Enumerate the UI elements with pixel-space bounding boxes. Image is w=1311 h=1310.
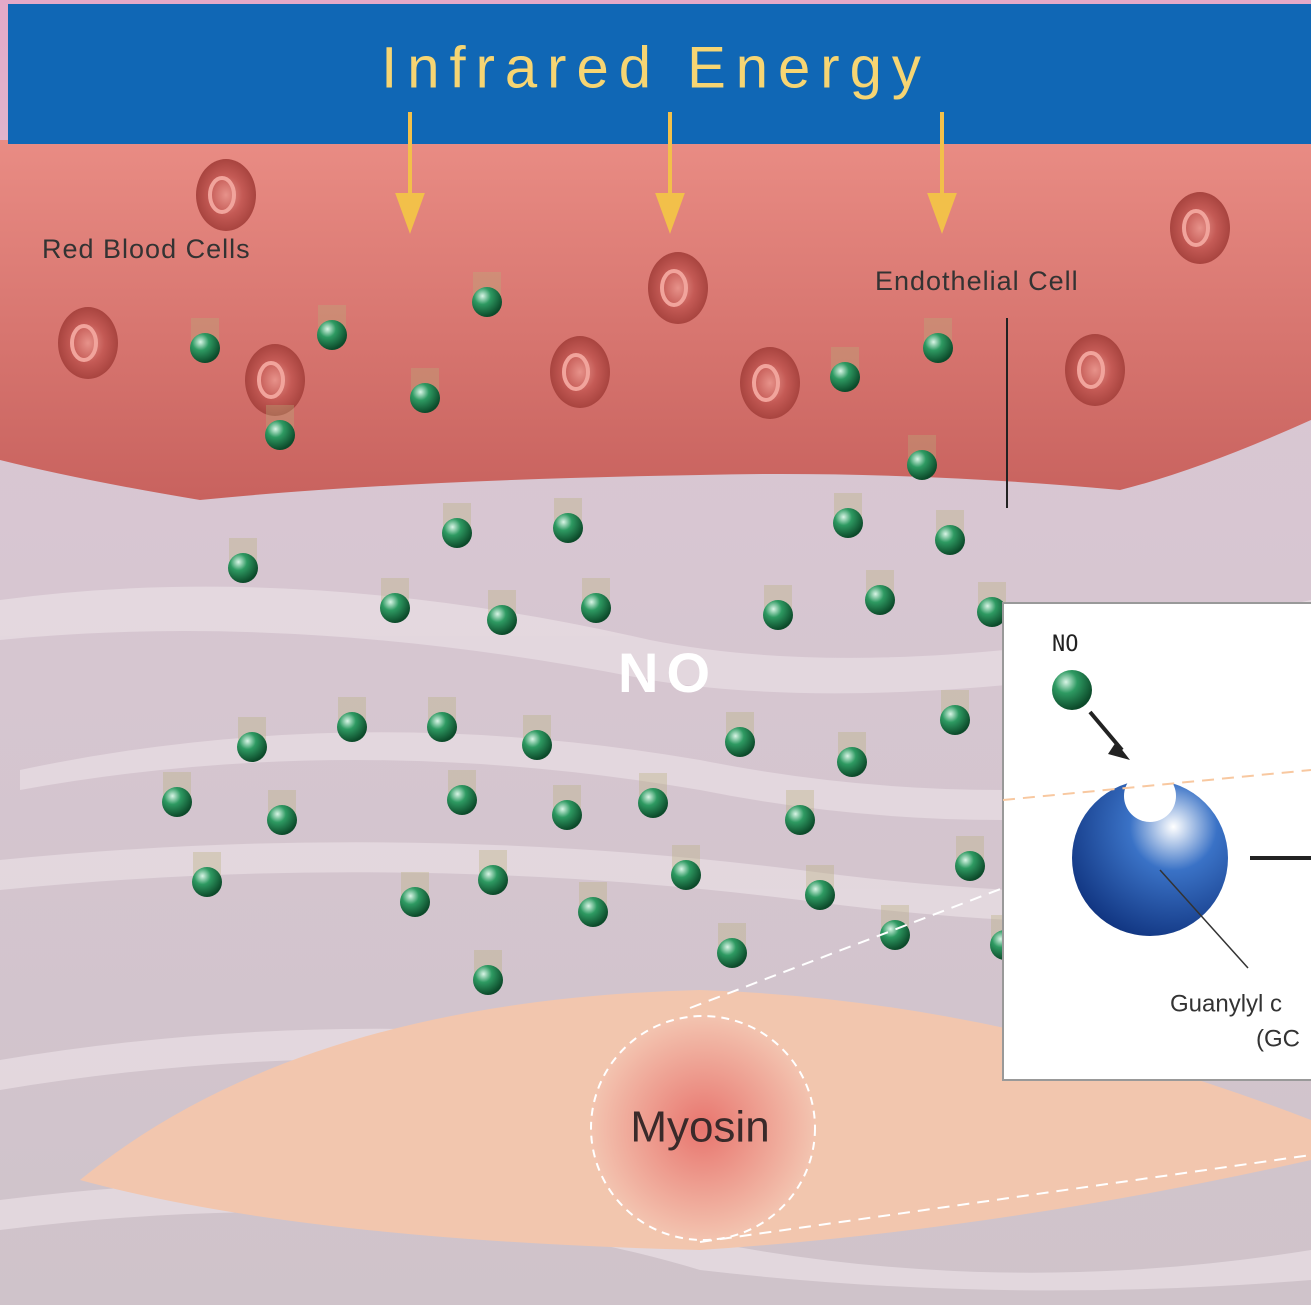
no-molecule: [265, 420, 295, 450]
gc-pointer: [1159, 869, 1249, 969]
red-blood-cell: [648, 252, 708, 324]
blood-vessel: [0, 140, 1311, 500]
header-band: [8, 4, 1311, 144]
no-molecule: [447, 785, 477, 815]
arrow-head: [395, 193, 425, 234]
no-molecule: [977, 597, 1007, 627]
red-blood-cell-center: [660, 269, 688, 307]
no-molecule: [487, 605, 517, 635]
inset-no-molecule: [1052, 670, 1092, 710]
infrared-arrows: [395, 112, 957, 234]
no-molecule: [522, 730, 552, 760]
label-endothelial-cell: Endothelial Cell: [875, 266, 1079, 296]
no-molecule: [830, 362, 860, 392]
label-red-blood-cells: Red Blood Cells: [42, 234, 251, 264]
no-molecule: [552, 800, 582, 830]
red-blood-cell: [245, 344, 305, 416]
no-molecule: [192, 867, 222, 897]
no-molecule: [473, 965, 503, 995]
no-molecule: [717, 938, 747, 968]
red-blood-cell-center: [257, 361, 285, 399]
myosin-blob: [591, 1016, 815, 1240]
inset-enzyme-line-2: (GC: [1256, 1025, 1300, 1052]
no-molecule: [237, 732, 267, 762]
zoom-lines: [689, 769, 1311, 1243]
red-blood-cell: [740, 347, 800, 419]
red-blood-cell-center: [752, 364, 780, 402]
no-molecule: [907, 450, 937, 480]
inset-enzyme-line-1: Guanylyl c: [1170, 990, 1282, 1017]
red-blood-cell: [58, 307, 118, 379]
no-molecule: [553, 513, 583, 543]
no-molecule: [725, 727, 755, 757]
header-title: Infrared Energy: [381, 35, 931, 100]
no-molecule: [478, 865, 508, 895]
no-molecule: [923, 333, 953, 363]
no-molecule: [190, 333, 220, 363]
no-molecule: [671, 860, 701, 890]
no-molecule: [940, 705, 970, 735]
no-molecule: [638, 788, 668, 818]
no-molecule: [837, 747, 867, 777]
no-molecule: [472, 287, 502, 317]
red-blood-cell-center: [1077, 351, 1105, 389]
gc-binding-site: [1124, 770, 1176, 822]
red-blood-cell-center: [562, 353, 590, 391]
red-blood-cell-center: [70, 324, 98, 362]
no-molecule: [955, 851, 985, 881]
arrow-head: [927, 193, 957, 234]
no-molecule: [400, 887, 430, 917]
no-molecules: [162, 272, 1020, 995]
inset-arrowhead: [1108, 742, 1130, 760]
no-molecule: [442, 518, 472, 548]
no-molecule: [865, 585, 895, 615]
label-myosin: Myosin: [630, 1103, 769, 1152]
no-molecule: [317, 320, 347, 350]
arrow-head: [655, 193, 685, 234]
red-blood-cell-center: [208, 176, 236, 214]
no-molecule: [162, 787, 192, 817]
myosin-outline: [590, 1015, 816, 1241]
red-blood-cell: [196, 159, 256, 231]
no-molecule: [785, 805, 815, 835]
no-molecule: [427, 712, 457, 742]
no-molecule: [833, 508, 863, 538]
red-blood-cell: [550, 336, 610, 408]
no-molecule: [763, 600, 793, 630]
red-blood-cell-center: [1182, 209, 1210, 247]
no-molecule: [805, 880, 835, 910]
inset-no-label: NO: [1052, 632, 1079, 657]
no-molecule: [410, 383, 440, 413]
no-molecule: [578, 897, 608, 927]
no-molecule: [228, 553, 258, 583]
no-molecule: [935, 525, 965, 555]
red-blood-cells: [58, 159, 1230, 419]
label-no: NO: [618, 641, 718, 704]
no-molecule: [581, 593, 611, 623]
no-molecule: [267, 805, 297, 835]
red-blood-cell: [1170, 192, 1230, 264]
red-blood-cell: [1065, 334, 1125, 406]
gc-enzyme: [1072, 780, 1228, 936]
no-molecule: [337, 712, 367, 742]
zoom-line-inset: [1002, 769, 1311, 801]
no-molecule: [380, 593, 410, 623]
